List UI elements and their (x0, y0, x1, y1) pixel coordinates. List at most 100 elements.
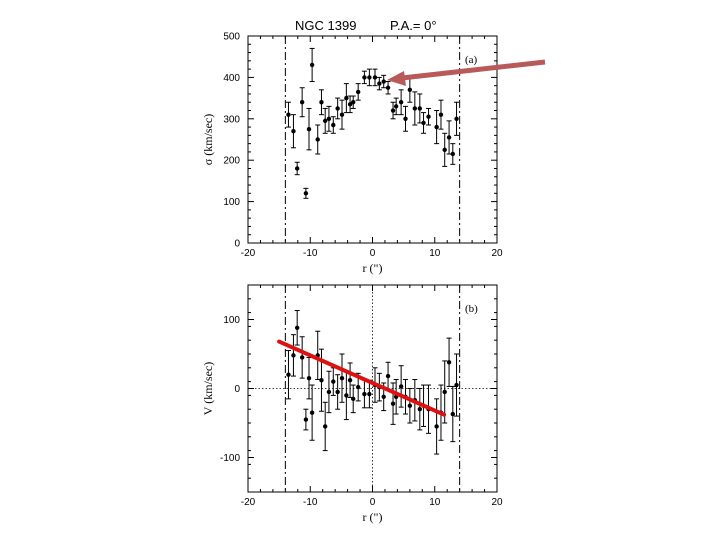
annotation-arrow-shaft (401, 59, 546, 81)
data-point (381, 79, 386, 84)
data-point (450, 411, 456, 417)
data-point (286, 372, 291, 377)
data-point (450, 151, 456, 157)
data-point (322, 118, 328, 124)
data-point (417, 407, 423, 412)
y-tick-label: 100 (223, 315, 240, 326)
x-tick-label: 0 (370, 248, 376, 259)
data-point (335, 106, 340, 111)
y-tick-label: 300 (223, 114, 240, 125)
x-tick-label: -10 (303, 248, 318, 259)
data-point (390, 108, 396, 113)
data-point (294, 325, 300, 330)
data-point (454, 116, 459, 122)
data-point (403, 116, 408, 122)
data-point (339, 375, 345, 381)
chart-title-galaxy: NGC 1399 (295, 18, 356, 33)
data-point (381, 394, 386, 399)
x-tick-label: 10 (429, 248, 441, 259)
data-point (438, 112, 444, 117)
data-point (446, 135, 452, 140)
x-tick-label: 0 (370, 497, 376, 508)
data-point (362, 391, 367, 397)
data-point (351, 100, 356, 105)
data-point (315, 137, 320, 142)
data-point (306, 375, 312, 381)
data-point (299, 100, 305, 105)
data-point (377, 81, 382, 86)
data-point (347, 378, 353, 383)
y-axis-label: V (km/sec) (201, 362, 215, 415)
data-point (309, 410, 315, 415)
data-point (442, 147, 447, 153)
x-tick-label: -20 (241, 497, 256, 508)
data-point (407, 87, 413, 93)
data-point (319, 100, 324, 105)
data-point (351, 396, 356, 402)
x-tick-label: 10 (429, 497, 441, 508)
chart-title-pa: P.A.= 0° (390, 18, 437, 33)
data-point (331, 379, 336, 384)
data-point (331, 122, 336, 128)
data-point (355, 384, 361, 390)
data-point (335, 389, 340, 395)
data-point (322, 424, 328, 429)
data-point (294, 166, 300, 171)
data-point (385, 373, 391, 379)
y-tick-label: 0 (234, 239, 240, 250)
data-point (385, 85, 391, 90)
data-point (442, 389, 447, 395)
x-tick-label: -20 (241, 248, 256, 259)
data-point (407, 403, 413, 408)
data-point (347, 102, 353, 107)
data-point (355, 89, 361, 95)
data-point (306, 126, 312, 132)
panel-label: (b) (465, 303, 478, 315)
data-point (417, 106, 423, 111)
y-tick-label: 500 (223, 32, 240, 43)
data-point (286, 112, 291, 117)
rotation-trend-line (277, 339, 447, 417)
data-point (326, 389, 332, 395)
x-tick-label: 20 (491, 248, 503, 259)
y-tick-label: -100 (220, 453, 240, 464)
data-point (412, 106, 418, 111)
data-point (434, 424, 439, 429)
data-point (303, 191, 309, 196)
data-point (362, 75, 367, 80)
data-point (291, 353, 296, 358)
data-point (434, 124, 439, 130)
data-point (319, 378, 324, 383)
annotation-arrow (387, 59, 546, 86)
data-point (446, 360, 452, 365)
data-point (398, 384, 404, 389)
y-tick-label: 100 (223, 197, 240, 208)
data-point (303, 417, 309, 422)
data-point (421, 120, 426, 126)
annotation-arrow-head (387, 71, 406, 86)
data-point (291, 129, 296, 134)
x-tick-label: 20 (491, 497, 503, 508)
data-point (398, 100, 404, 105)
y-tick-label: 400 (223, 73, 240, 84)
x-axis-label: r (") (363, 261, 383, 275)
x-tick-label: -10 (303, 497, 318, 508)
data-point (393, 104, 399, 109)
data-point (426, 114, 431, 119)
data-point (309, 62, 315, 68)
data-point (367, 391, 372, 397)
y-tick-label: 0 (234, 384, 240, 395)
data-point (454, 382, 459, 388)
data-point (326, 116, 332, 122)
data-point (339, 112, 345, 117)
data-point (344, 393, 349, 398)
data-point (390, 401, 396, 406)
data-point (372, 75, 378, 80)
panel-label: (a) (465, 54, 478, 66)
x-axis-label: r (") (363, 510, 383, 524)
y-axis-label: σ (km/sec) (201, 114, 215, 165)
data-point (344, 95, 349, 101)
